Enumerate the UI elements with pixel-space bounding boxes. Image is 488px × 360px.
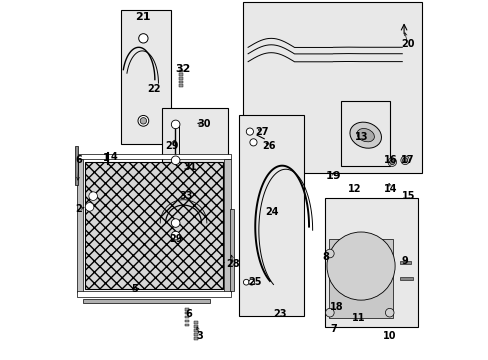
Text: 9: 9 <box>401 256 407 266</box>
Circle shape <box>140 118 146 124</box>
Text: 19: 19 <box>325 171 341 181</box>
Ellipse shape <box>356 129 374 142</box>
Bar <box>325 198 418 327</box>
Bar <box>341 101 389 166</box>
Text: 7: 7 <box>329 324 336 334</box>
Bar <box>121 10 171 144</box>
Bar <box>179 70 183 72</box>
Bar <box>239 116 303 316</box>
Bar <box>179 84 183 87</box>
Bar <box>185 320 189 322</box>
Text: 17: 17 <box>400 155 413 165</box>
Text: 21: 21 <box>135 12 151 22</box>
Text: 6: 6 <box>75 155 82 165</box>
Text: 18: 18 <box>329 302 343 312</box>
Circle shape <box>325 249 333 258</box>
Circle shape <box>248 279 254 285</box>
Circle shape <box>346 252 375 280</box>
Bar <box>193 333 197 336</box>
Circle shape <box>400 156 408 165</box>
Circle shape <box>85 203 94 211</box>
Bar <box>328 239 392 318</box>
Bar <box>162 108 228 262</box>
Circle shape <box>385 309 393 317</box>
Bar <box>193 325 197 328</box>
Text: 3: 3 <box>196 331 203 341</box>
Circle shape <box>243 279 249 285</box>
Text: 4: 4 <box>110 152 117 162</box>
Circle shape <box>89 192 97 201</box>
Circle shape <box>402 158 407 163</box>
Circle shape <box>354 260 367 273</box>
Circle shape <box>138 116 148 126</box>
Bar <box>85 162 223 289</box>
Text: 29: 29 <box>168 234 182 244</box>
Bar <box>77 291 230 297</box>
Circle shape <box>336 242 385 291</box>
Circle shape <box>171 120 180 129</box>
Circle shape <box>325 309 333 317</box>
Bar <box>77 159 83 292</box>
Bar <box>185 308 189 311</box>
Ellipse shape <box>349 122 381 148</box>
Text: 27: 27 <box>254 127 268 136</box>
Bar <box>400 261 410 264</box>
Bar <box>224 159 230 292</box>
Text: 30: 30 <box>197 120 211 129</box>
Text: 26: 26 <box>262 141 275 151</box>
Text: 29: 29 <box>165 141 179 151</box>
Text: 14: 14 <box>383 184 397 194</box>
Bar <box>400 277 412 280</box>
Bar <box>83 299 210 303</box>
Bar <box>193 329 197 332</box>
Bar <box>193 337 197 339</box>
Bar <box>75 146 78 185</box>
Text: 15: 15 <box>401 191 415 201</box>
Bar <box>193 321 197 324</box>
Text: 6: 6 <box>185 310 192 319</box>
Text: 23: 23 <box>272 310 286 319</box>
Text: 28: 28 <box>226 259 239 269</box>
Text: 10: 10 <box>382 331 396 341</box>
Text: 16: 16 <box>383 155 397 165</box>
Bar <box>77 154 230 159</box>
Circle shape <box>389 159 394 165</box>
Text: 2: 2 <box>75 204 82 214</box>
Circle shape <box>139 34 148 43</box>
Text: 32: 32 <box>175 64 190 74</box>
Bar <box>185 312 189 315</box>
Text: 13: 13 <box>355 132 368 142</box>
Circle shape <box>171 219 180 227</box>
Text: 31: 31 <box>183 162 196 172</box>
Bar <box>179 73 183 76</box>
Circle shape <box>249 139 257 146</box>
Bar <box>230 209 233 291</box>
Text: 20: 20 <box>400 39 413 49</box>
Text: 8: 8 <box>322 252 329 262</box>
Text: 5: 5 <box>131 284 138 294</box>
Text: 24: 24 <box>265 207 279 217</box>
Text: 33: 33 <box>179 191 193 201</box>
Bar <box>185 316 189 319</box>
Circle shape <box>171 231 180 240</box>
Text: 25: 25 <box>247 277 261 287</box>
Text: 12: 12 <box>347 184 361 194</box>
Text: 22: 22 <box>147 84 161 94</box>
Text: 11: 11 <box>351 313 365 323</box>
Circle shape <box>326 232 394 300</box>
Bar <box>179 81 183 83</box>
Bar <box>185 324 189 326</box>
Bar <box>179 77 183 80</box>
Circle shape <box>171 156 180 165</box>
Circle shape <box>246 128 253 135</box>
Bar <box>242 3 421 173</box>
Circle shape <box>387 158 396 166</box>
Text: 1: 1 <box>103 153 110 163</box>
